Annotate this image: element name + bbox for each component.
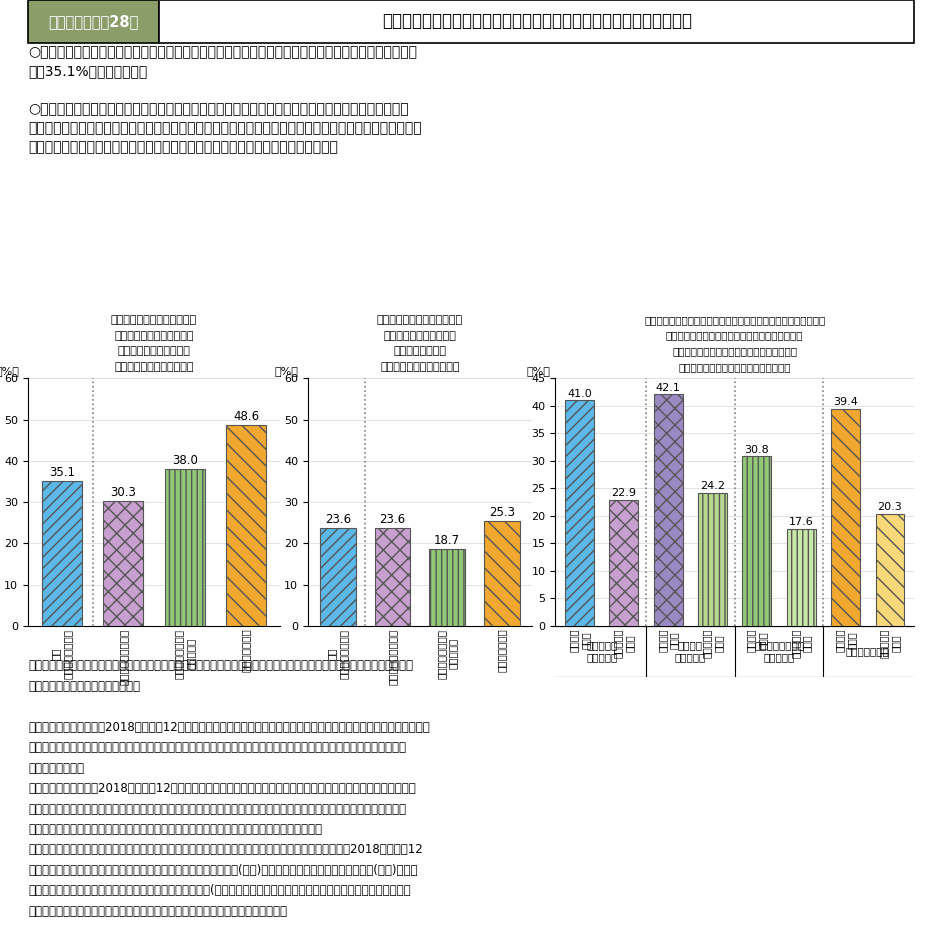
Text: 政策統括室にて独自集計: 政策統括室にて独自集計 xyxy=(28,680,140,693)
Text: （%）: （%） xyxy=(274,366,299,375)
Text: エンゲイジメントの高い状態にあると回答した者の割合が高いことが分かる。: エンゲイジメントの高い状態にあると回答した者の割合が高いことが分かる。 xyxy=(28,140,338,154)
Text: 非正規雇用労働者のワーク・エンゲイジメントと公正な評価について: 非正規雇用労働者のワーク・エンゲイジメントと公正な評価について xyxy=(382,12,691,31)
Text: （３）自分と同様の働き方をしている正規雇用労働者への評価と: （３）自分と同様の働き方をしている正規雇用労働者への評価と xyxy=(644,315,826,325)
Text: 39.4: 39.4 xyxy=(833,398,858,407)
Bar xyxy=(104,501,143,626)
Text: 比較した場合の自分の働き方に対する評価への: 比較した場合の自分の働き方に対する評価への xyxy=(666,331,803,341)
Bar xyxy=(743,457,772,626)
Bar xyxy=(42,481,82,626)
Text: 35.1: 35.1 xyxy=(49,466,75,479)
Text: （注）　１）（１）は、2018年１月～12月の仕事に関する「自分と同様の働き方をしている正規の職員・従業員がいる」: （注） １）（１）は、2018年１月～12月の仕事に関する「自分と同様の働き方を… xyxy=(28,721,430,734)
Text: 認識別にみた、ワーク・エンゲイジメント: 認識別にみた、ワーク・エンゲイジメント xyxy=(673,347,797,357)
Text: 評価が不合理ではなく: 評価が不合理ではなく xyxy=(383,331,456,341)
Text: ○　非正規雇用労働者であって、自分と同様の働き方をしている正規雇用労働者への評価と比較し、: ○ 非正規雇用労働者であって、自分と同様の働き方をしている正規雇用労働者への評価… xyxy=(28,102,409,116)
Text: 22.9: 22.9 xyxy=(611,488,636,498)
Text: 30.8: 30.8 xyxy=(745,445,770,455)
Bar xyxy=(226,425,266,626)
Text: 25.3: 25.3 xyxy=(489,506,515,519)
Bar xyxy=(429,548,465,626)
FancyBboxPatch shape xyxy=(160,0,914,43)
Bar xyxy=(875,514,904,626)
Text: 公正だと感じた: 公正だと感じた xyxy=(394,347,446,357)
Text: パート・
アルバイト: パート・ アルバイト xyxy=(675,641,706,662)
Text: ２）（２）は、2018年１月～12月の仕事に関する「自分と同様の働き方をしている正規の職員・従業員への評: ２）（２）は、2018年１月～12月の仕事に関する「自分と同様の働き方をしている… xyxy=(28,782,416,795)
Text: 18.7: 18.7 xyxy=(434,533,460,546)
Text: （%）: （%） xyxy=(526,366,550,375)
Text: 23.6: 23.6 xyxy=(380,514,406,527)
Bar xyxy=(831,409,860,626)
Text: 資料出所　（株）リクルート（リクルートワークス研究所）「全国就業実態パネル調査」の個票を厚生労働省政策統括官付: 資料出所 （株）リクルート（リクルートワークス研究所）「全国就業実態パネル調査」… xyxy=(28,659,413,672)
Bar xyxy=(565,401,594,626)
Text: がいたと認識している: がいたと認識している xyxy=(118,347,190,357)
Text: （１）自分と同様の働き方を: （１）自分と同様の働き方を xyxy=(111,315,197,325)
Text: （２）自分の働き方に対する: （２）自分の働き方に対する xyxy=(377,315,463,325)
Text: 42.1: 42.1 xyxy=(656,383,681,392)
Text: 価と比較し、自分の働き方に対する評価が不合理ではなく公正だと感じた」といった質問項目において、「あ: 価と比較し、自分の働き方に対する評価が不合理ではなく公正だと感じた」といった質問… xyxy=(28,802,406,815)
Text: 非正規雇用
労働者全体: 非正規雇用 労働者全体 xyxy=(586,641,618,662)
Text: 20.3: 20.3 xyxy=(878,502,902,513)
Bar xyxy=(609,500,638,626)
Text: 「どちらかというとあてはまる」と回答した者の構成比を示している。: 「どちらかというとあてはまる」と回答した者の構成比を示している。 xyxy=(28,905,287,918)
Bar xyxy=(654,394,683,626)
Text: している正規雇用労働者: している正規雇用労働者 xyxy=(114,331,194,341)
Text: 17.6: 17.6 xyxy=(789,517,814,528)
Text: 35.1%となっている。: 35.1%となっている。 xyxy=(28,64,147,78)
Text: ３）（３）における「ワーク・エンゲイジメントの高い状態にあると回答した者の割合」とは、2018年１月～12: ３）（３）における「ワーク・エンゲイジメントの高い状態にあると回答した者の割合」… xyxy=(28,843,423,856)
Text: ○　自分と同様の働き方をしている正規雇用労働者がいたと認識している非正規雇用労働者の割合は、: ○ 自分と同様の働き方をしている正規雇用労働者がいたと認識している非正規雇用労働… xyxy=(28,46,417,60)
Bar xyxy=(484,521,520,626)
Bar xyxy=(165,469,204,626)
Text: 38.0: 38.0 xyxy=(172,454,198,467)
Text: 月の仕事に関する「生き生きと働くことができていた」(活力)、「仕事に熱心に取り組んでいた」(熱意)、「仕: 月の仕事に関する「生き生きと働くことができていた」(活力)、「仕事に熱心に取り組… xyxy=(28,864,417,877)
Text: いる。: いる。 xyxy=(28,761,84,774)
Bar xyxy=(787,529,815,626)
Text: 非正規雇用労働者の割合: 非正規雇用労働者の割合 xyxy=(114,362,194,373)
Text: 41.0: 41.0 xyxy=(567,389,592,399)
Text: 事をしていると、つい夢中になってしまった」(没頭）といった質問項目のいずれにおいても、「あてはまる」: 事をしていると、つい夢中になってしまった」(没頭）といった質問項目のいずれにおい… xyxy=(28,884,411,898)
FancyBboxPatch shape xyxy=(28,0,160,43)
Text: 労働者派遣事業所
の派遣社員: 労働者派遣事業所 の派遣社員 xyxy=(754,641,804,662)
Text: の高い状態にあると回答した者の割合: の高い状態にあると回答した者の割合 xyxy=(678,362,791,373)
Text: 契約社員・嘱託: 契約社員・嘱託 xyxy=(846,646,890,657)
Text: といった質問項目において、「あてはまる」「どちらかというとあてはまる」と回答した者の構成比を示して: といった質問項目において、「あてはまる」「どちらかというとあてはまる」と回答した… xyxy=(28,742,406,755)
Text: てはまる」「どちらかというとあてはまる」と回答した者の構成比を示している。: てはまる」「どちらかというとあてはまる」と回答した者の構成比を示している。 xyxy=(28,823,322,836)
Text: 24.2: 24.2 xyxy=(700,481,725,491)
Text: 30.3: 30.3 xyxy=(110,486,136,499)
Text: 第２－（３）－28図: 第２－（３）－28図 xyxy=(49,14,139,29)
Bar xyxy=(698,492,727,626)
Text: 自分の働き方に対する評価が公正だと感じた方は、同評価が不合理だと感じた方と比較し、ワーク・: 自分の働き方に対する評価が公正だと感じた方は、同評価が不合理だと感じた方と比較し… xyxy=(28,121,422,134)
Text: 48.6: 48.6 xyxy=(233,410,259,423)
Text: （%）: （%） xyxy=(0,366,19,375)
Text: 23.6: 23.6 xyxy=(325,514,351,527)
Text: 非正規雇用労働者の割合: 非正規雇用労働者の割合 xyxy=(380,362,460,373)
Bar xyxy=(375,529,411,626)
Bar xyxy=(320,529,355,626)
